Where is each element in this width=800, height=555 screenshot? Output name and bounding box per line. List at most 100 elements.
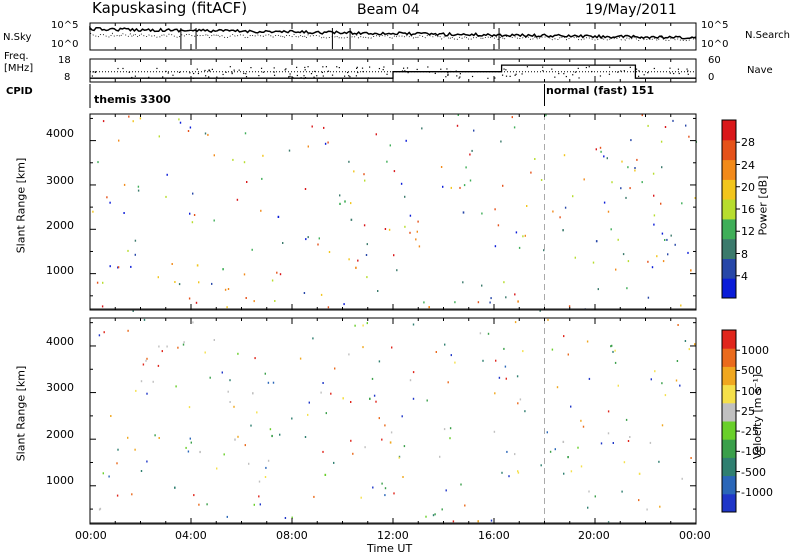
power-scatter xyxy=(597,288,599,291)
nave-dot xyxy=(509,75,511,77)
velocity-scatter xyxy=(412,397,415,400)
velocity-scatter xyxy=(140,380,143,383)
power-scatter xyxy=(611,181,613,184)
velocity-scatter xyxy=(503,347,505,350)
velocity-scatter xyxy=(658,460,660,463)
velocity-scatter xyxy=(441,508,443,511)
nave-dot xyxy=(273,74,276,76)
nave-dot xyxy=(401,70,404,72)
power-scatter xyxy=(661,166,663,169)
nave-dot xyxy=(635,68,638,70)
velocity-scatter xyxy=(116,494,119,497)
nave-dot xyxy=(288,76,290,78)
power-scatter xyxy=(388,228,391,231)
power-scatter xyxy=(244,132,247,135)
velocity-scatter xyxy=(198,503,200,506)
colorbar-segment xyxy=(722,493,736,513)
power-scatter xyxy=(634,169,636,172)
nave-dot xyxy=(427,66,429,68)
axis-ticks xyxy=(89,23,697,524)
nave-dot xyxy=(403,67,405,69)
power-scatter xyxy=(393,254,395,257)
nave-dot xyxy=(687,73,689,75)
power-scatter xyxy=(318,237,320,240)
velocity-scatter xyxy=(607,432,610,435)
velocity-scatter xyxy=(522,350,524,353)
power-scatter xyxy=(450,186,452,189)
velocity-scatter xyxy=(258,480,261,483)
velocity-scatter xyxy=(580,465,583,468)
velocity-scatter xyxy=(258,495,260,498)
nave-dot xyxy=(304,69,306,71)
nave-dot xyxy=(189,72,191,74)
nave-dot xyxy=(572,74,574,76)
velocity-scatter xyxy=(570,405,572,408)
nave-dot xyxy=(599,75,602,77)
nave-dot xyxy=(577,67,579,69)
nave-dot xyxy=(355,67,358,69)
power-scatter xyxy=(187,130,190,132)
velocity-scatter xyxy=(320,391,322,394)
nave-dot xyxy=(250,67,252,69)
nave-dot xyxy=(542,66,544,68)
power-scatter xyxy=(404,195,406,198)
nave-dot xyxy=(336,66,338,68)
power-scatter xyxy=(620,187,622,190)
velocity-scatter xyxy=(625,418,628,421)
power-scatter xyxy=(502,184,504,187)
velocity-scatter xyxy=(267,381,270,384)
power-scatter xyxy=(680,304,682,307)
power-scatter xyxy=(603,155,605,158)
nave-dot xyxy=(588,66,590,68)
power-scatter xyxy=(653,194,655,197)
power-cell xyxy=(562,229,564,232)
power-scatter xyxy=(534,158,536,160)
power-cell xyxy=(690,269,692,272)
power-cell xyxy=(355,266,357,269)
nave-tick-top: 60 xyxy=(708,55,721,66)
nave-tick-bottom: 0 xyxy=(708,72,715,83)
velocity-scatter xyxy=(514,453,516,456)
power-scatter xyxy=(630,139,632,142)
power-scatter xyxy=(128,115,130,118)
power-scatter xyxy=(224,288,227,291)
nave-dot xyxy=(148,76,150,78)
velocity-ytick-4000: 4000 xyxy=(46,335,74,348)
nsearch-tick-bottom: 10^0 xyxy=(701,39,729,50)
power-scatter xyxy=(118,139,120,142)
nave-dot xyxy=(591,70,593,73)
velocity-scatter xyxy=(444,343,446,346)
cpid-label-normal: normal (fast) 151 xyxy=(546,84,655,97)
velocity-scatter xyxy=(192,321,194,324)
power-ytick-4000: 4000 xyxy=(46,127,74,140)
velocity-scatter xyxy=(412,371,415,374)
power-scatter xyxy=(327,141,329,144)
colorbar-segment xyxy=(722,199,736,220)
velocity-cell xyxy=(389,441,392,444)
xtick-2000: 20:00 xyxy=(578,529,610,542)
velocity-scatter xyxy=(185,446,187,449)
nave-dot xyxy=(447,73,449,76)
power-scatter xyxy=(327,306,330,309)
x-axis-label: Time UT xyxy=(367,542,413,555)
velocity-scatter xyxy=(617,384,619,387)
power-scatter xyxy=(400,182,403,185)
velocity-scatter xyxy=(649,441,652,444)
velocity-scatter xyxy=(464,504,466,507)
nave-dot xyxy=(494,77,496,79)
power-scatter xyxy=(564,206,567,209)
power-scatter xyxy=(627,166,629,169)
velocity-scatter xyxy=(256,411,258,414)
velocity-scatter xyxy=(612,350,614,353)
colorbar-segment xyxy=(722,159,736,180)
velocity-scatter xyxy=(291,417,293,420)
velocity-scatter xyxy=(110,415,112,417)
nave-dot xyxy=(447,74,449,76)
velocity-scatter xyxy=(384,424,386,427)
power-scatter xyxy=(405,139,407,142)
nave-dot xyxy=(131,76,133,79)
colorbar-tick-label: 8 xyxy=(741,247,748,261)
velocity-scatter xyxy=(253,503,255,506)
velocity-scatter xyxy=(445,489,447,492)
velocity-scatter xyxy=(312,337,314,340)
